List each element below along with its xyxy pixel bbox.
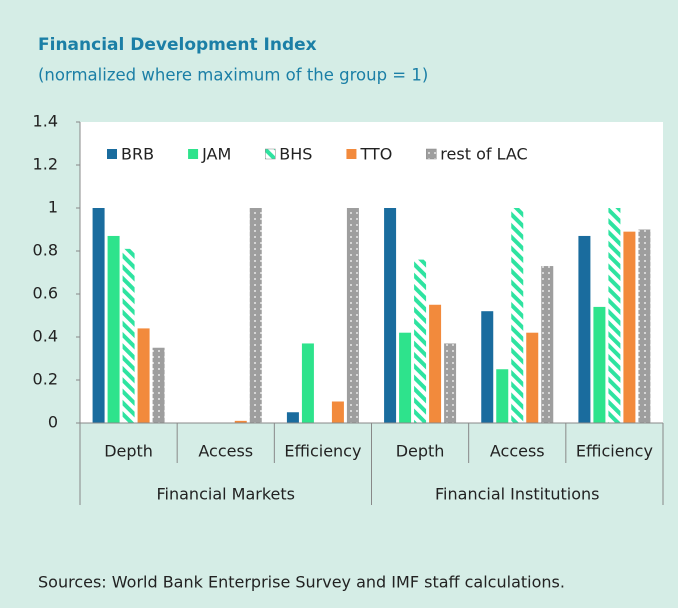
bar <box>399 332 412 423</box>
y-tick-label: 1 <box>48 198 58 217</box>
legend-label: JAM <box>201 145 231 164</box>
bar <box>286 412 299 423</box>
x-tick-label: Access <box>198 442 253 461</box>
bar <box>578 235 591 423</box>
legend-label: rest of LAC <box>440 145 527 164</box>
chart-title: Financial Development Index <box>38 35 317 55</box>
y-tick-label: 1.4 <box>33 112 58 131</box>
bar <box>346 208 359 423</box>
y-tick-label: 1.2 <box>33 155 58 174</box>
bar <box>152 347 165 423</box>
bar <box>249 208 262 423</box>
bar <box>92 208 105 423</box>
x-tick-label: Depth <box>396 442 445 461</box>
legend-swatch <box>346 149 357 159</box>
legend-swatch <box>426 148 437 160</box>
bar <box>107 235 120 423</box>
bar <box>541 266 554 423</box>
chart-subtitle: (normalized where maximum of the group =… <box>38 66 428 85</box>
bar <box>638 229 651 423</box>
bar <box>481 311 494 423</box>
x-tick-label: Depth <box>104 442 153 461</box>
legend-label: BHS <box>279 145 312 164</box>
bar <box>331 401 344 423</box>
y-tick-label: 0.4 <box>33 327 58 346</box>
y-tick-label: 0.8 <box>33 241 58 260</box>
bar <box>301 343 314 423</box>
bar <box>384 208 397 423</box>
plot-area <box>80 122 663 423</box>
bar <box>526 332 539 423</box>
bar <box>511 208 524 423</box>
bar <box>414 259 427 423</box>
bar <box>429 304 442 423</box>
source-note: Sources: World Bank Enterprise Survey an… <box>38 573 565 592</box>
legend-swatch <box>107 149 117 159</box>
bar <box>608 208 621 423</box>
bar <box>234 420 247 423</box>
x-tick-label: Efficiency <box>576 442 653 461</box>
bar <box>137 328 150 423</box>
bar <box>496 369 509 423</box>
bar <box>623 231 636 423</box>
y-tick-label: 0.2 <box>33 370 58 389</box>
y-tick-label: 0.6 <box>33 284 58 303</box>
bar <box>444 343 457 423</box>
y-tick-label: 0 <box>48 413 58 432</box>
bar <box>593 306 606 423</box>
legend-swatch <box>188 149 199 159</box>
x-tick-label: Access <box>490 442 545 461</box>
x-tick-label: Efficiency <box>284 442 361 461</box>
legend-label: BRB <box>121 145 154 164</box>
group-label: Financial Institutions <box>435 485 599 504</box>
legend-label: TTO <box>359 145 392 164</box>
group-label: Financial Markets <box>157 485 295 504</box>
legend-swatch <box>265 148 276 160</box>
bar <box>122 248 135 423</box>
